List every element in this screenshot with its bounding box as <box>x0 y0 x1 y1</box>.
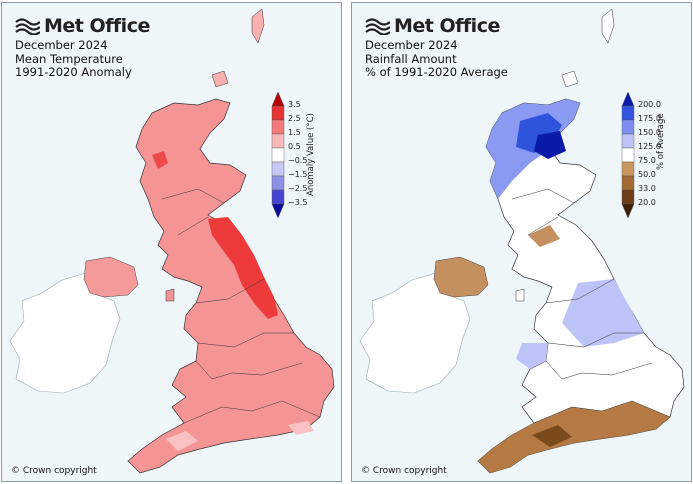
colorbar-tick-label: 2.5 <box>288 114 301 123</box>
colorbar-tick-label: 175.0 <box>638 114 661 123</box>
title-line-variable: Mean Temperature <box>15 51 123 66</box>
colorbar-segment <box>271 119 285 135</box>
copyright-notice: © Crown copyright <box>361 466 447 476</box>
colorbar-tick-label: 150.0 <box>638 128 661 137</box>
north-east-england-warm-zone <box>208 217 278 319</box>
colorbar-scale <box>271 91 285 219</box>
colorbar-tick-label: 200.0 <box>638 100 661 109</box>
colorbar-segment <box>621 105 635 121</box>
southern-england-dry-zone <box>478 401 670 473</box>
colorbar-tick-label: 20.0 <box>638 198 656 207</box>
met-office-waves-icon <box>365 18 390 35</box>
isle-of-man <box>515 288 525 302</box>
met-office-waves-icon <box>15 18 40 35</box>
colorbar-extend-min-arrow <box>271 203 285 219</box>
colorbar-extend-max-arrow <box>621 91 635 107</box>
title-line-baseline: 1991-2020 Anomaly <box>15 65 132 79</box>
colorbar-tick-label: 125.0 <box>638 142 661 151</box>
orkney-islands <box>211 70 229 88</box>
colorbar-extend-min-arrow <box>621 203 635 219</box>
title-line-period: December 2024 <box>15 38 108 52</box>
colorbar-segment <box>271 105 285 121</box>
map-title: December 2024 Mean Temperature 1991-2020… <box>15 38 132 80</box>
colorbar-segment <box>621 147 635 163</box>
northern-ireland-region <box>433 256 489 298</box>
orkney-islands <box>561 70 579 88</box>
rainfall-percentage-map <box>359 8 685 474</box>
colorbar-tick-label: 50.0 <box>638 170 656 179</box>
highlands-warm-patch <box>152 151 168 169</box>
colorbar-segment <box>271 189 285 205</box>
met-office-logo: Met Office <box>364 15 500 37</box>
region-boundaries <box>161 188 321 424</box>
colorbar-segment <box>271 133 285 149</box>
isle-of-man <box>165 288 175 302</box>
rainfall-percentage-map-panel: Met Office December 2024 Rainfall Amount… <box>351 2 692 482</box>
scotland-dry-patch <box>528 225 560 247</box>
title-line-period: December 2024 <box>365 38 458 52</box>
colorbar-title: % of Average <box>656 113 666 170</box>
south-west-cool-patch <box>166 431 198 451</box>
colorbar-extend-max-arrow <box>271 91 285 107</box>
colorbar-tick-label: 3.5 <box>288 100 301 109</box>
copyright-notice: © Crown copyright <box>11 466 97 476</box>
met-office-logo-text: Met Office <box>394 15 500 37</box>
colorbar-tick-label: −1.5 <box>288 170 308 179</box>
rainfall-colorbar-legend: 200.0 175.0 150.0 125.0 75.0 50.0 33.0 20.0 % of… <box>618 88 668 223</box>
shetland-islands <box>251 8 265 44</box>
colorbar-segment <box>621 119 635 135</box>
shetland-islands <box>601 8 615 44</box>
colorbar-scale <box>621 91 635 219</box>
colorbar-segment <box>621 189 635 205</box>
northern-england-wet-zone <box>562 279 644 347</box>
colorbar-tick-label: 1.5 <box>288 128 301 137</box>
colorbar-segment <box>271 175 285 191</box>
wales-wet-zone <box>516 343 548 369</box>
colorbar-tick-label: −0.5 <box>288 156 308 165</box>
colorbar-tick-label: 0.5 <box>288 142 301 151</box>
map-title: December 2024 Rainfall Amount % of 1991-… <box>365 38 508 80</box>
colorbar-segment <box>271 161 285 177</box>
title-line-baseline: % of 1991-2020 Average <box>365 65 508 79</box>
colorbar-segment <box>271 147 285 163</box>
title-line-variable: Rainfall Amount <box>365 51 457 66</box>
colorbar-tick-label: 33.0 <box>638 184 656 193</box>
great-britain-landmass <box>127 98 335 474</box>
colorbar-tick-label: −2.5 <box>288 184 308 193</box>
south-coast-very-dry-zone <box>532 425 572 447</box>
temperature-anomaly-map-panel: Met Office December 2024 Mean Temperatur… <box>1 2 342 482</box>
colorbar-title: Anomaly Value (°C) <box>306 113 316 196</box>
colorbar-tick-label: −3.5 <box>288 198 308 207</box>
temperature-anomaly-map <box>9 8 335 474</box>
colorbar-segment <box>621 175 635 191</box>
highlands-extreme-wet-zone <box>534 131 566 159</box>
south-coast-cool-patch <box>288 421 314 435</box>
northern-ireland-region <box>83 256 139 298</box>
colorbar-tick-label: 75.0 <box>638 156 656 165</box>
met-office-logo-text: Met Office <box>44 15 150 37</box>
temperature-colorbar-legend: 3.5 2.5 1.5 0.5 −0.5 −1.5 −2.5 −3.5 Anomaly Valu… <box>268 88 318 223</box>
colorbar-segment <box>621 161 635 177</box>
met-office-logo: Met Office <box>14 15 150 37</box>
region-boundaries <box>511 188 671 424</box>
colorbar-segment <box>621 133 635 149</box>
